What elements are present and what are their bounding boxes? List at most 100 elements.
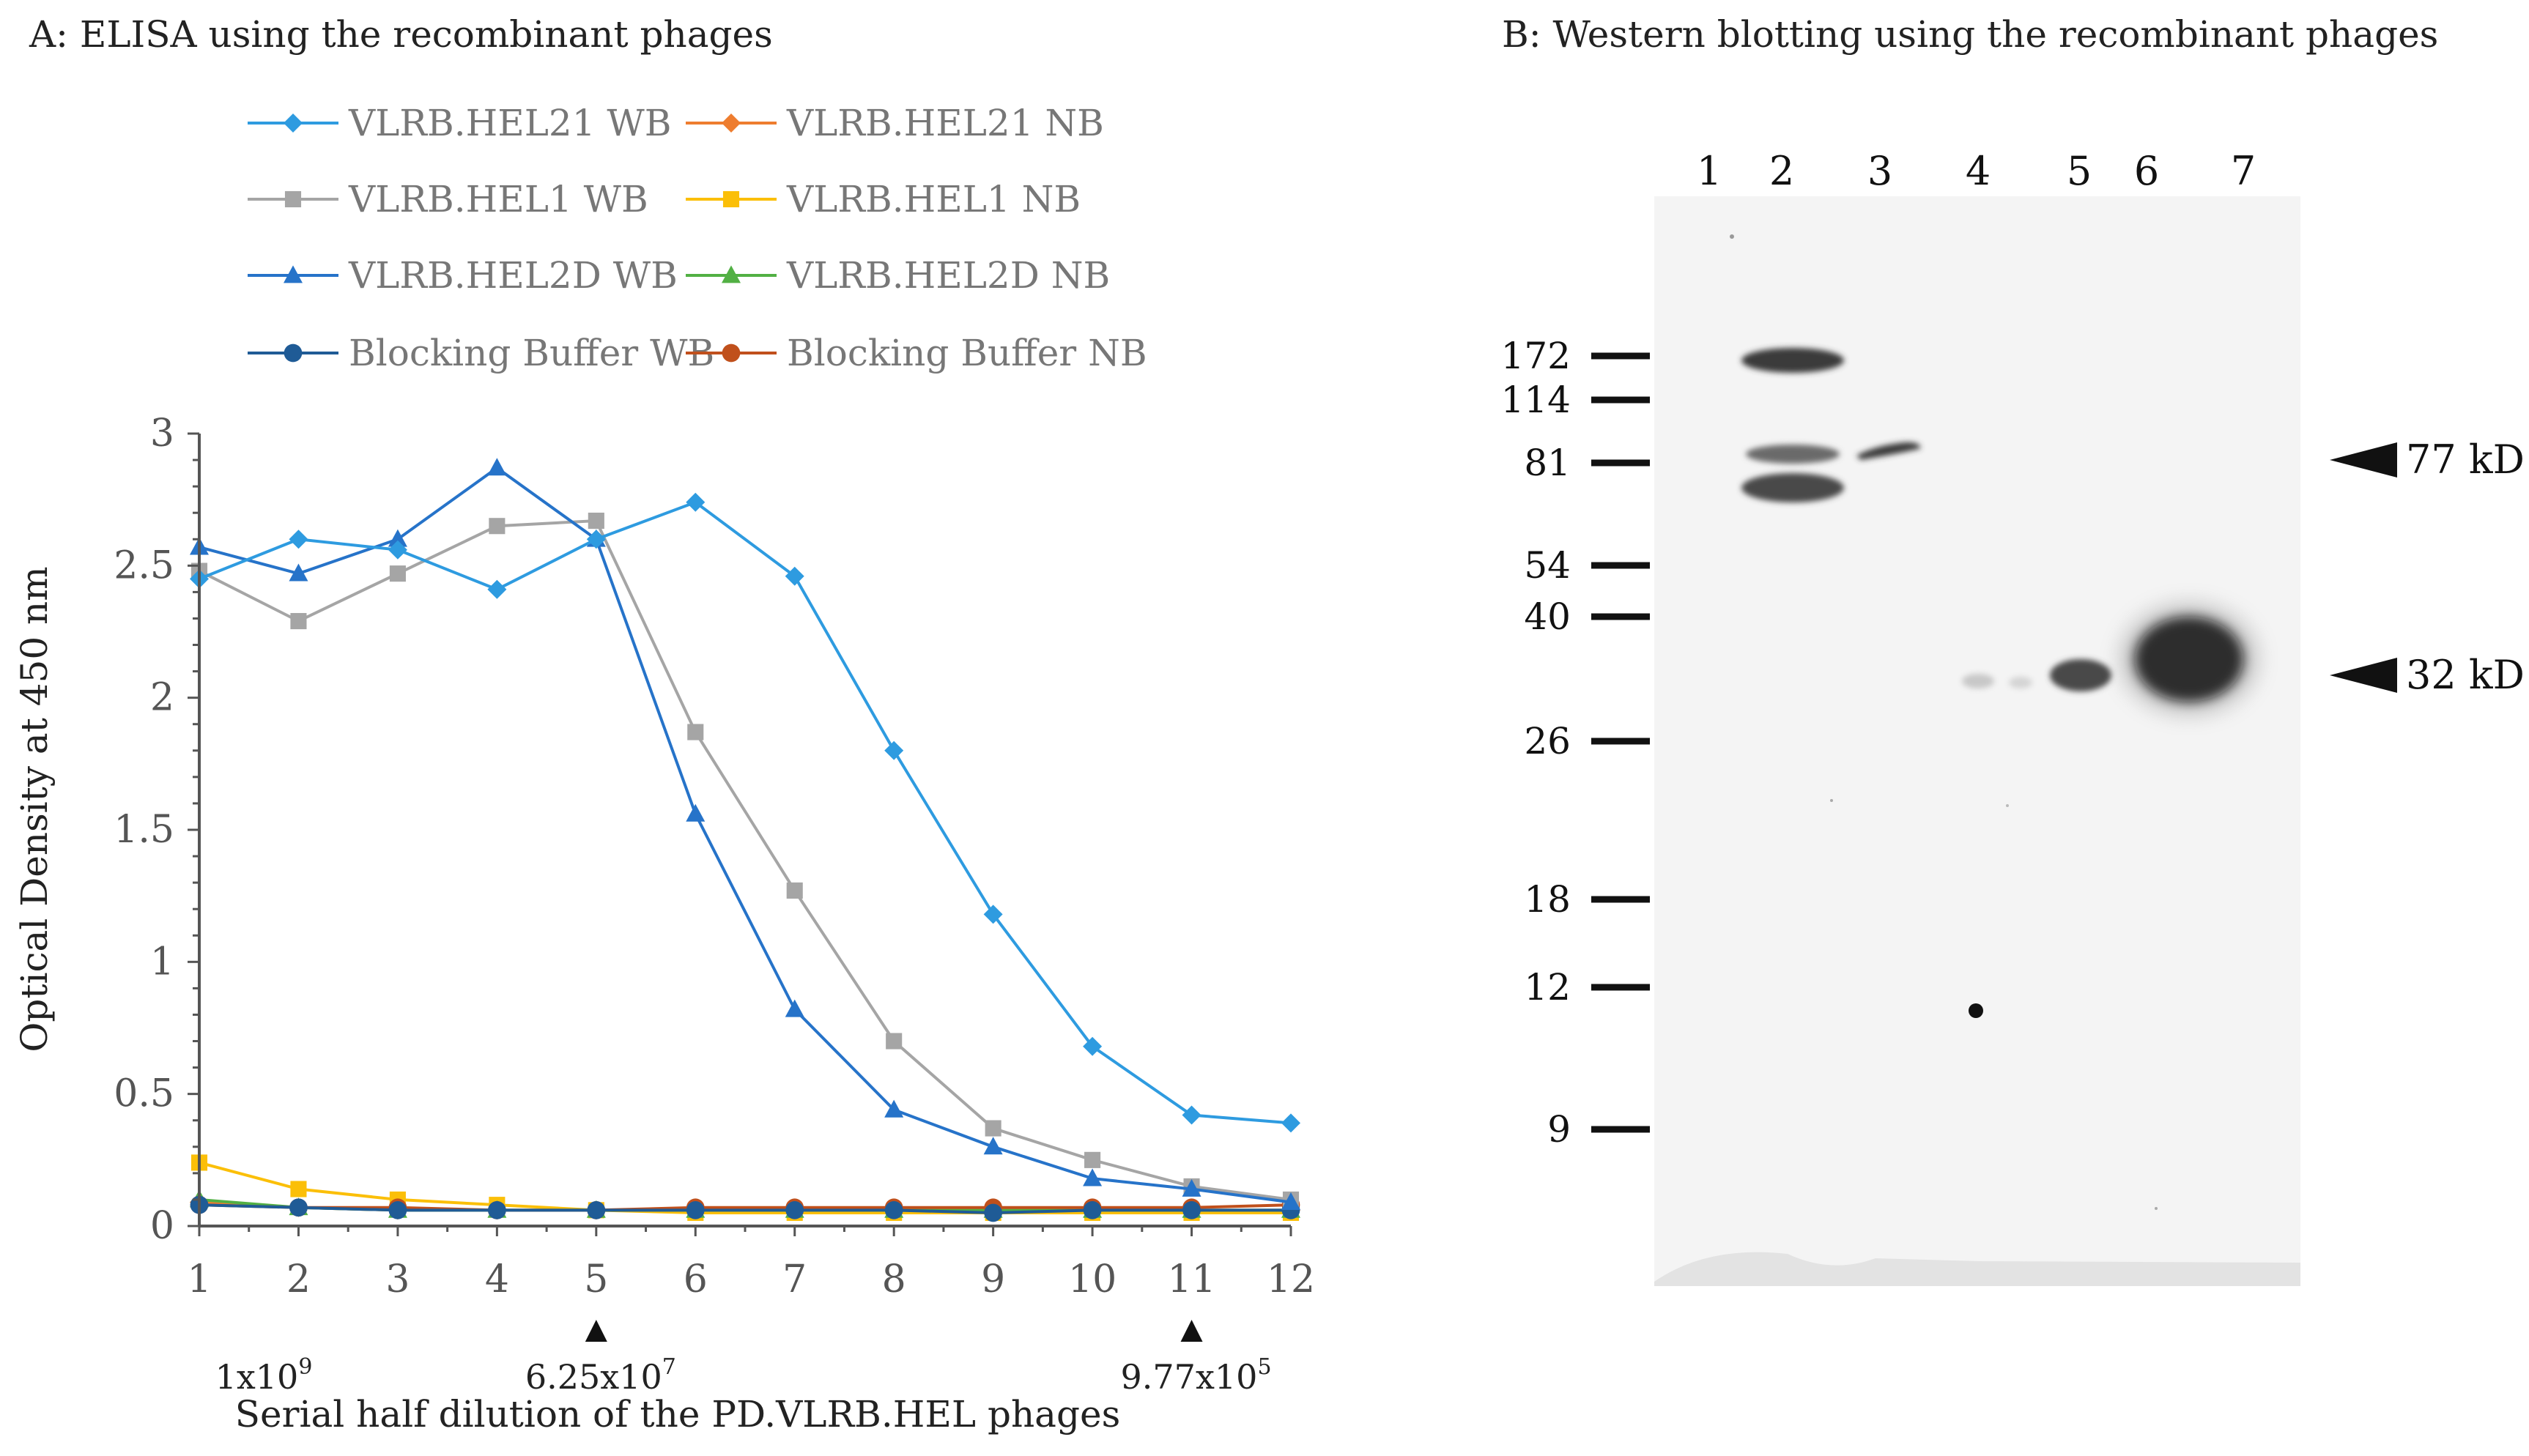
point-vlrb-hel21-wb [686, 492, 706, 512]
point-vlrb-hel2d-wb [884, 1099, 904, 1118]
y-tick-label: 1 [150, 940, 174, 984]
y-tick-label: 0.5 [114, 1072, 174, 1116]
x-tick-label: 1 [187, 1258, 211, 1301]
dilution-label: 9.77x105 [1121, 1354, 1272, 1397]
lane-label-1: 1 [1697, 148, 1722, 194]
point-vlrb-hel2d-wb [1083, 1168, 1103, 1186]
legend-marker [722, 265, 741, 283]
point-vlrb-hel1-wb [588, 512, 604, 530]
point-blocking-buffer-wb [488, 1201, 506, 1219]
legend-item-blocking-buffer-wb: Blocking Buffer WB [248, 332, 714, 374]
series-vlrb-hel2d-wb [190, 458, 1300, 1210]
y-axis-label: Optical Density at 450 nm [13, 566, 56, 1052]
legend-label: VLRB.HEL1 WB [348, 178, 648, 220]
legend-item-blocking-buffer-nb: Blocking Buffer NB [686, 332, 1147, 374]
legend-label: VLRB.HEL21 WB [348, 102, 672, 144]
legend-label: VLRB.HEL1 NB [786, 178, 1081, 220]
x-tick-label: 5 [584, 1258, 608, 1301]
marker-label: 172 [1501, 335, 1571, 377]
band-lane5-32kd [2050, 659, 2111, 691]
lane-label-2: 2 [1769, 148, 1794, 194]
legend-item-vlrb-hel2d-nb: VLRB.HEL2D NB [686, 254, 1110, 297]
blot-membrane [1654, 196, 2300, 1286]
band-annotation-label: 32 kD [2406, 652, 2525, 698]
band-lane2-70kd [1741, 473, 1844, 502]
dilution-label: 6.25x107 [525, 1354, 676, 1397]
marker-label: 54 [1524, 544, 1571, 587]
series-layer [190, 458, 1300, 1222]
band-lane6-glow [2120, 603, 2258, 715]
x-axis-label: Serial half dilution of the PD.VLRB.HEL … [235, 1393, 1121, 1435]
y-tick-label: 3 [150, 412, 174, 456]
x-tick-label: 11 [1167, 1258, 1215, 1301]
y-tick-label: 2.5 [114, 543, 174, 587]
legend-label: Blocking Buffer NB [787, 332, 1147, 374]
legend-item-vlrb-hel21-wb: VLRB.HEL21 WB [248, 102, 672, 144]
lane-label-3: 3 [1867, 148, 1892, 194]
legend-marker [722, 114, 741, 133]
legend-item-vlrb-hel1-nb: VLRB.HEL1 NB [686, 178, 1081, 220]
legend-marker [722, 343, 741, 363]
series-vlrb-hel1-wb [190, 512, 1300, 1208]
blot-speckle [1730, 234, 1734, 239]
point-vlrb-hel21-wb [1281, 1113, 1300, 1133]
point-vlrb-hel1-wb [290, 613, 307, 630]
legend-marker [722, 190, 740, 208]
point-vlrb-hel1-wb [786, 882, 803, 899]
blot-spot [1969, 1003, 1983, 1018]
x-tick-label: 7 [782, 1258, 807, 1301]
series-vlrb-hel21-wb [190, 492, 1300, 1133]
panel-a-title: A: ELISA using the recombinant phages [29, 13, 773, 56]
axes: 00.511.522.531 2 3 4 5 6 7 8 9 10 11 12 [114, 412, 1315, 1301]
dilution-label: 1x109 [215, 1354, 313, 1397]
legend-item-vlrb-hel1-wb: VLRB.HEL1 WB [248, 178, 648, 220]
x-tick-label: 10 [1068, 1258, 1117, 1301]
blot-speckle [2006, 804, 2009, 807]
x-tick-label: 3 [385, 1258, 410, 1301]
band-lane4-faint [1962, 674, 1994, 688]
marker-label: 9 [1547, 1108, 1571, 1151]
lane-label-7: 7 [2231, 148, 2256, 194]
band-lane3-77kd [1856, 442, 1921, 460]
legend-marker [284, 265, 303, 283]
line-blocking-buffer-nb [199, 1203, 1292, 1212]
x-tick-label: 8 [882, 1258, 906, 1301]
point-blocking-buffer-wb [587, 1201, 606, 1219]
point-vlrb-hel1-wb [489, 518, 506, 535]
point-blocking-buffer-wb [984, 1203, 1002, 1222]
dilution-annotations: 1x109 6.25x107 9.77x105 [215, 1320, 1272, 1397]
point-vlrb-hel1-wb [886, 1033, 903, 1050]
lane-label-4: 4 [1966, 148, 1991, 194]
blot-speckle [2155, 1207, 2158, 1210]
point-vlrb-hel2d-wb [1182, 1178, 1201, 1197]
x-tick-label: 9 [981, 1258, 1005, 1301]
line-vlrb-hel21-wb [199, 500, 1292, 1125]
band-pointer-icon [2330, 442, 2397, 478]
line-vlrb-hel1-wb [199, 519, 1292, 1201]
legend-marker [284, 114, 303, 133]
marker-label: 12 [1524, 966, 1571, 1009]
point-vlrb-hel1-wb [687, 724, 704, 740]
x-tick-label: 6 [684, 1258, 708, 1301]
lane-label-5: 5 [2067, 148, 2092, 194]
point-vlrb-hel2d-wb [983, 1137, 1003, 1155]
band-lane2-81kd [1746, 445, 1840, 464]
x-tick-label: 12 [1267, 1258, 1315, 1301]
point-blocking-buffer-wb [388, 1201, 407, 1219]
marker-label: 114 [1501, 379, 1571, 421]
point-vlrb-hel2d-wb [785, 999, 804, 1017]
point-vlrb-hel1-wb [389, 565, 406, 582]
point-blocking-buffer-wb [884, 1201, 903, 1219]
line-vlrb-hel2d-wb [199, 466, 1292, 1204]
dilution-arrow-icon [1180, 1320, 1203, 1342]
legend-item-vlrb-hel21-nb: VLRB.HEL21 NB [686, 102, 1104, 144]
point-vlrb-hel21-wb [586, 530, 606, 549]
point-vlrb-hel1-nb [290, 1181, 307, 1197]
legend-label: VLRB.HEL2D WB [348, 254, 678, 297]
point-vlrb-hel21-wb [289, 530, 308, 549]
band-annotations: 77 kD 32 kD [2330, 437, 2525, 698]
blot-bottom-edge [1654, 1252, 2300, 1286]
point-vlrb-hel2d-wb [388, 529, 407, 547]
